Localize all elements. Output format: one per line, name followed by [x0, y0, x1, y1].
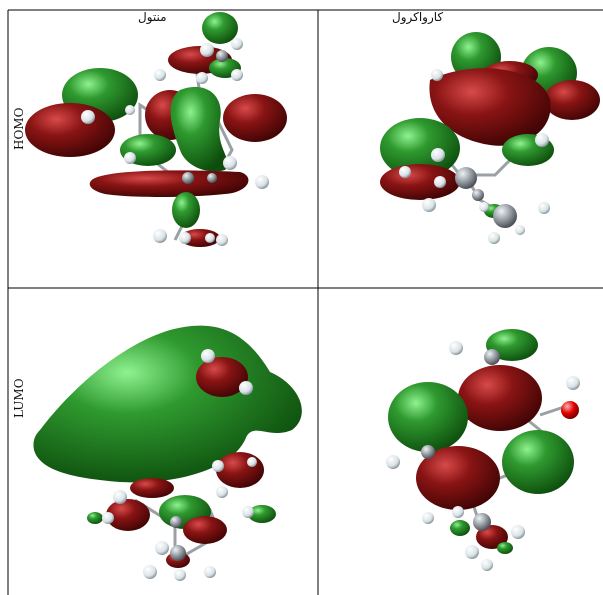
- grid: [7, 9, 603, 595]
- panel-menthol-homo: [25, 12, 287, 247]
- lobe-green: [172, 192, 200, 228]
- lobe-red: [183, 516, 227, 544]
- lobe-red: [216, 452, 264, 488]
- lobe-red: [89, 170, 249, 197]
- lobe-green: [87, 512, 103, 524]
- panel-carvacrol-homo: [380, 32, 600, 244]
- lobe-red: [544, 80, 600, 120]
- lobe-green: [388, 382, 468, 452]
- lobe-red: [429, 68, 551, 146]
- panel-menthol-lumo: [33, 325, 302, 581]
- lobe-green: [380, 118, 460, 178]
- lobe-green: [497, 542, 513, 554]
- lobe-green: [450, 520, 470, 536]
- lobe-red: [106, 499, 150, 531]
- lobe-green: [248, 505, 276, 523]
- column-label-carvacrol: کارواکرول: [392, 10, 444, 24]
- row-label-lumo: LUMO: [12, 378, 26, 418]
- lobe-green: [486, 329, 538, 361]
- lobe-red: [476, 525, 508, 549]
- column-label-menthol: منتول: [138, 10, 167, 24]
- carbon-atoms: [421, 349, 500, 531]
- hydrogen-atoms: [399, 69, 550, 244]
- lobe-red: [416, 446, 500, 510]
- carbon-atoms: [455, 167, 517, 228]
- lobe-green: [202, 12, 238, 44]
- lobe-green: [170, 86, 228, 172]
- row-label-homo: HOMO: [12, 107, 26, 150]
- hydrogen-atoms: [102, 349, 257, 581]
- carbon-atoms: [182, 50, 228, 184]
- hydrogen-atoms: [386, 341, 580, 571]
- lobe-red: [380, 164, 460, 200]
- lobe-red: [196, 357, 248, 397]
- lobe-red: [223, 94, 287, 142]
- lobe-green: [502, 430, 574, 494]
- hydrogen-atoms: [81, 38, 269, 246]
- lobe-green: [33, 325, 302, 483]
- lobe-red: [458, 365, 542, 431]
- carbon-atoms: [170, 516, 186, 561]
- lobe-red: [130, 478, 174, 498]
- lobe-red: [25, 103, 115, 157]
- panel-carvacrol-lumo: [386, 329, 580, 571]
- oxygen-atom: [561, 401, 579, 419]
